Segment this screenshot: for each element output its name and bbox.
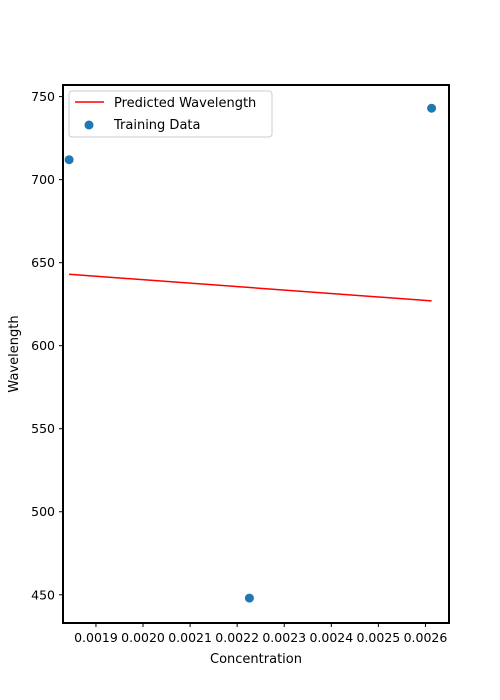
x-tick-label: 0.0024 <box>309 630 353 645</box>
training-data-point <box>64 155 74 165</box>
y-axis-ticks: 450 500 550 600 650 700 750 <box>31 89 63 602</box>
x-tick-label: 0.0023 <box>262 630 306 645</box>
x-tick-label: 0.0019 <box>74 630 118 645</box>
x-tick-label: 0.0025 <box>357 630 401 645</box>
y-tick-label: 700 <box>31 172 55 187</box>
x-tick-label: 0.0022 <box>215 630 259 645</box>
training-data-point <box>427 103 437 113</box>
x-tick-label: 0.0020 <box>121 630 165 645</box>
data-layer <box>64 103 437 603</box>
y-tick-label: 550 <box>31 421 55 436</box>
x-axis-ticks: 0.0019 0.0020 0.0021 0.0022 0.0023 0.0024 0.00… <box>74 623 447 645</box>
legend-box <box>68 90 273 138</box>
predicted-wavelength-line <box>69 273 432 302</box>
legend-label-training: Training Data <box>113 118 200 133</box>
y-axis-label: Wavelength <box>7 315 22 392</box>
training-data-point <box>244 593 254 603</box>
plot-frame <box>62 84 450 624</box>
legend: Predicted Wavelength Training Data <box>68 90 273 138</box>
legend-label-predicted: Predicted Wavelength <box>114 96 256 111</box>
y-tick-label: 450 <box>31 587 55 602</box>
y-tick-label: 600 <box>31 338 55 353</box>
legend-scatter-swatch <box>84 120 94 130</box>
plot-background <box>63 85 449 623</box>
y-tick-label: 500 <box>31 504 55 519</box>
x-tick-label: 0.0021 <box>168 630 212 645</box>
x-axis-label: Concentration <box>210 652 302 667</box>
x-tick-label: 0.0026 <box>404 630 448 645</box>
y-tick-label: 750 <box>31 89 55 104</box>
y-tick-label: 650 <box>31 255 55 270</box>
